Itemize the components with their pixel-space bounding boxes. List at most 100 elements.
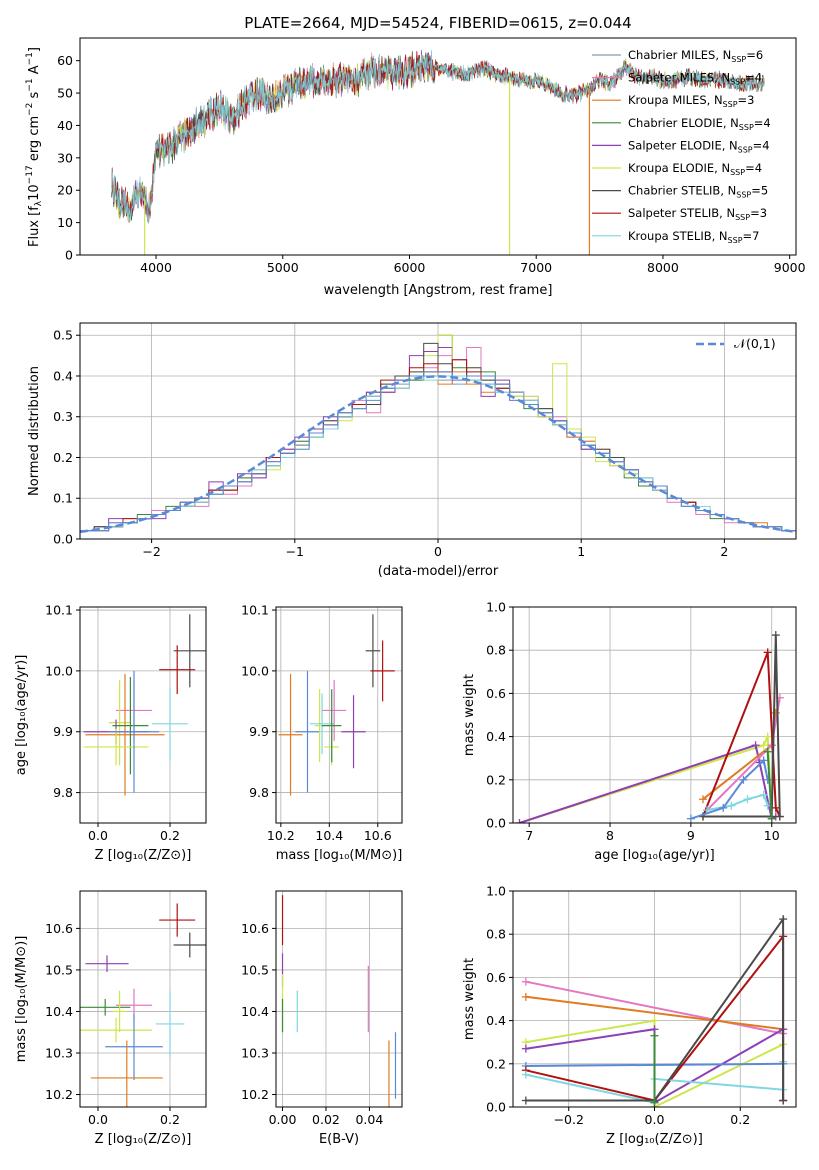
y-tick-label: 10.2 — [241, 1087, 269, 1102]
y-tick-label: 10.6 — [241, 921, 269, 936]
y-tick-label: 1.0 — [486, 884, 506, 899]
axes-frame — [512, 890, 797, 1108]
x-axis-label: wavelength [Angstrom, rest frame] — [324, 283, 553, 298]
x-tick-label: 10.6 — [364, 828, 392, 843]
x-tick-label: 0.0 — [88, 828, 108, 843]
legend-label: Kroupa ELODIE, NSSP=4 — [628, 161, 762, 177]
x-tick-label: 0.0 — [645, 1112, 665, 1127]
gaussian-curve — [80, 375, 796, 534]
y-axis-label: Flux [fλ10−17 erg cm−2 s−1 A−1] — [25, 47, 44, 247]
x-tick-label: 10 — [764, 828, 780, 843]
x-tick-label: 9000 — [774, 260, 806, 275]
axes-frame — [275, 890, 403, 1108]
y-tick-label: 20 — [57, 183, 73, 198]
x-tick-label: 0.0 — [88, 1112, 108, 1127]
axes-frame — [275, 606, 403, 824]
x-tick-label: 5000 — [267, 260, 299, 275]
weight-line — [703, 635, 781, 818]
legend-label: Chabrier ELODIE, NSSP=4 — [628, 116, 771, 132]
y-tick-label: 0.4 — [486, 729, 506, 744]
errorbars — [278, 614, 395, 796]
axes-frame — [79, 322, 797, 540]
x-tick-label: 7000 — [520, 260, 552, 275]
x-tick-label: −1 — [286, 544, 304, 559]
y-tick-label: 0.0 — [486, 1100, 506, 1115]
weight-vs-age-panel: 7 8 9 10 0.0 0.2 0.4 0.6 0.8 1.0 age [log₁₀(age/yr… — [462, 600, 797, 863]
x-tick-label: 0.2 — [160, 1112, 180, 1127]
y-tick-label: 9.8 — [53, 785, 73, 800]
y-tick-label: 10.3 — [241, 1046, 269, 1061]
errorbars — [281, 895, 397, 1107]
y-tick-label: 9.8 — [249, 785, 269, 800]
y-tick-label: 0.2 — [486, 1056, 506, 1071]
y-tick-label: 10.1 — [241, 603, 269, 618]
x-tick-label: 8 — [606, 828, 614, 843]
y-tick-label: 10.2 — [45, 1087, 73, 1102]
y-tick-label: 10.5 — [241, 962, 269, 977]
mass-vs-ebv-panel: 0.00 0.02 0.04 10.2 10.3 10.4 10.5 10.6 E(B-V) — [241, 890, 403, 1147]
y-tick-label: 0.4 — [486, 1013, 506, 1028]
y-tick-label: 10.0 — [241, 663, 269, 678]
axes-frame — [79, 606, 207, 824]
axes-frame — [79, 37, 797, 256]
x-axis-label: Z [log₁₀(Z/Z⊙)] — [95, 848, 192, 863]
age-vs-mass-panel: 10.2 10.4 10.6 9.8 9.9 10.0 10.1 mass [log₁₀(M/… — [241, 603, 403, 863]
weight-line — [702, 652, 781, 817]
x-axis-label: (data-model)/error — [378, 564, 499, 579]
y-tick-label: 50 — [57, 86, 73, 101]
spectrum-line — [111, 49, 765, 224]
weight-line — [706, 793, 769, 811]
y-tick-label: 10.0 — [45, 663, 73, 678]
errorbars — [83, 614, 206, 796]
x-tick-label: 0.02 — [312, 1112, 340, 1127]
weight-line — [690, 758, 769, 820]
y-tick-label: 0.8 — [486, 927, 506, 942]
y-tick-label: 0.6 — [486, 686, 506, 701]
weight-line — [766, 751, 773, 819]
residuals-panel: −2 −1 0 1 2 0.0 0.1 0.2 0.3 0.4 0.5 𝒩(0,1) (data-mod… — [27, 322, 797, 579]
x-tick-label: 7 — [525, 828, 533, 843]
y-axis-label: Normed distribution — [27, 366, 42, 496]
histograms — [80, 334, 796, 539]
legend-label: Chabrier MILES, NSSP=6 — [628, 48, 763, 64]
y-tick-label: 10.3 — [45, 1046, 73, 1061]
y-tick-label: 0.8 — [486, 643, 506, 658]
x-tick-label: 0.2 — [160, 828, 180, 843]
y-tick-label: 30 — [57, 150, 73, 165]
axes-frame — [79, 890, 207, 1108]
y-tick-label: 9.9 — [53, 724, 73, 739]
x-tick-label: 8000 — [647, 260, 679, 275]
y-tick-label: 10 — [57, 215, 73, 230]
x-tick-label: 0.00 — [269, 1112, 297, 1127]
y-tick-label: 10.6 — [45, 921, 73, 936]
legend-label: Salpeter ELODIE, NSSP=4 — [628, 138, 770, 154]
x-tick-label: −2 — [142, 544, 160, 559]
y-axis-label: mass weight — [462, 674, 477, 756]
x-tick-label: 2 — [720, 544, 728, 559]
x-tick-label: 1 — [577, 544, 585, 559]
legend-label: Kroupa MILES, NSSP=3 — [628, 93, 754, 109]
y-tick-label: 9.9 — [249, 724, 269, 739]
x-axis-label: Z [log₁₀(Z/Z⊙)] — [606, 1132, 703, 1147]
y-tick-label: 0.2 — [53, 450, 73, 465]
legend-label: Salpeter STELIB, NSSP=3 — [628, 206, 767, 222]
y-tick-label: 60 — [57, 53, 73, 68]
y-tick-label: 0.1 — [53, 491, 73, 506]
weight-line — [525, 980, 784, 1035]
y-tick-label: 10.4 — [241, 1004, 269, 1019]
y-tick-label: 0.0 — [53, 532, 73, 547]
axes-frame — [512, 606, 797, 824]
x-tick-label: 0 — [434, 544, 442, 559]
figure-title: PLATE=2664, MJD=54524, FIBERID=0615, z=0… — [244, 14, 631, 32]
y-axis-label: mass weight — [462, 958, 477, 1040]
x-tick-label: 10.2 — [267, 828, 295, 843]
y-tick-label: 0.3 — [53, 409, 73, 424]
weight-vs-Z-panel: −0.2 0.0 0.2 0.0 0.2 0.4 0.6 0.8 1.0 Z [log₁₀(Z/Z… — [462, 884, 797, 1147]
x-axis-label: E(B-V) — [319, 1132, 359, 1147]
mass-vs-Z-panel: 0.0 0.2 10.2 10.3 10.4 10.5 10.6 Z [log₁₀(Z/Z⊙)… — [14, 890, 207, 1147]
y-tick-label: 10.5 — [45, 962, 73, 977]
x-axis-label: age [log₁₀(age/yr)] — [594, 848, 715, 863]
legend-label: Chabrier STELIB, NSSP=5 — [628, 184, 768, 200]
y-tick-label: 0.0 — [486, 816, 506, 831]
